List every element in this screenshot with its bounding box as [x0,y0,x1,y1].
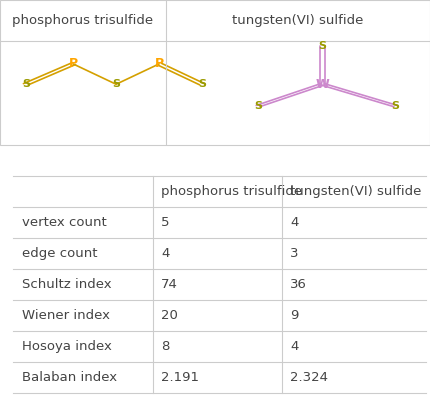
Text: 74: 74 [161,278,178,291]
Text: phosphorus trisulfide: phosphorus trisulfide [161,185,302,198]
Text: P: P [68,57,78,70]
Text: 5: 5 [161,216,170,229]
Text: phosphorus trisulfide: phosphorus trisulfide [12,14,154,27]
Text: tungsten(VI) sulfide: tungsten(VI) sulfide [232,14,363,27]
Text: 4: 4 [161,247,169,260]
Text: P: P [154,57,164,70]
Text: S: S [392,101,399,111]
Text: 9: 9 [290,309,298,322]
Text: 36: 36 [290,278,307,291]
Text: 3: 3 [290,247,299,260]
Text: 2.191: 2.191 [161,371,199,384]
Text: 2.324: 2.324 [290,371,328,384]
Text: Balaban index: Balaban index [22,371,117,384]
Text: S: S [198,79,206,89]
Text: 4: 4 [290,216,298,229]
Text: edge count: edge count [22,247,97,260]
Text: 8: 8 [161,340,169,353]
Text: W: W [316,78,329,91]
Text: Wiener index: Wiener index [22,309,110,322]
Text: 20: 20 [161,309,178,322]
Text: tungsten(VI) sulfide: tungsten(VI) sulfide [290,185,422,198]
Text: 4: 4 [290,340,298,353]
Text: Hosoya index: Hosoya index [22,340,111,353]
Text: Schultz index: Schultz index [22,278,111,291]
Text: S: S [22,79,30,89]
Text: S: S [254,101,262,111]
Text: S: S [112,79,120,89]
Text: vertex count: vertex count [22,216,106,229]
Text: S: S [319,41,326,51]
